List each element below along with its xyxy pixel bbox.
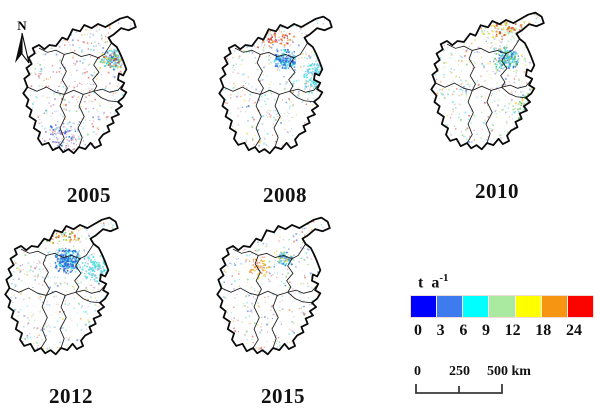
legend-class-label: 12 — [504, 322, 521, 339]
legend-class-swatch — [463, 296, 489, 317]
province-border — [221, 287, 288, 296]
map-year-label: 2012 — [49, 384, 93, 408]
province-border — [93, 90, 118, 103]
province-border — [60, 54, 68, 95]
province-border — [501, 86, 526, 99]
province-border — [77, 94, 85, 148]
map-year-label: 2010 — [475, 179, 519, 203]
map-2015 — [216, 216, 331, 356]
legend-unit-exponent: -1 — [439, 272, 449, 284]
legend: t a-1 0 3 6 9 12 18 24 — [410, 272, 600, 340]
province-border — [234, 42, 308, 59]
province-border — [9, 287, 76, 296]
province-border — [93, 82, 125, 93]
province-border — [466, 90, 474, 144]
map-panel-2005: 2005 — [18, 13, 160, 208]
legend-unit-t: t — [418, 274, 424, 292]
province-border — [38, 42, 112, 59]
province-border — [223, 86, 290, 95]
province-border — [75, 291, 100, 304]
province-border — [288, 57, 296, 92]
region-outline — [4, 216, 119, 356]
region-outline — [218, 15, 333, 155]
province-border — [252, 295, 260, 349]
legend-class-swatch — [489, 296, 515, 317]
legend-class-label: 0 — [414, 322, 422, 339]
province-border — [289, 82, 321, 93]
province-border — [40, 295, 48, 349]
province-border — [58, 94, 66, 148]
map-year-label: 2015 — [261, 384, 305, 408]
province-border — [287, 291, 312, 304]
scale-bar-middle-label: 250 — [449, 364, 470, 379]
province-border — [42, 255, 50, 296]
north-arrow-label: N — [17, 18, 27, 33]
region-outline — [430, 11, 545, 151]
province-border — [254, 255, 262, 296]
province-border — [485, 90, 493, 144]
province-border — [271, 295, 279, 349]
legend-class-swatch — [437, 296, 463, 317]
map-panel-2012: 2012 — [0, 214, 142, 409]
province-border — [59, 295, 67, 349]
map-2012 — [4, 216, 119, 356]
legend-class-swatch — [411, 296, 437, 317]
province-border — [20, 243, 94, 260]
region-outline — [22, 15, 137, 155]
province-border — [74, 258, 82, 293]
province-border — [232, 243, 306, 260]
province-border — [446, 38, 520, 55]
legend-class-swatch — [567, 296, 593, 317]
legend-class-swatch — [515, 296, 541, 317]
scale-bar: 0 250 500 km — [410, 364, 600, 404]
map-year-label: 2008 — [263, 183, 307, 207]
scale-bar-end-label: 500 km — [487, 364, 531, 379]
map-2005 — [22, 15, 137, 155]
province-border — [468, 50, 476, 91]
map-year-label: 2005 — [67, 183, 111, 207]
legend-color-bar — [410, 295, 594, 318]
legend-unit-label: t a-1 — [418, 272, 600, 292]
province-border — [286, 258, 294, 293]
map-panel-2008: 2008 — [214, 13, 356, 208]
province-border — [254, 94, 262, 148]
north-arrow: N — [8, 16, 36, 68]
north-arrow-right-blade — [21, 32, 30, 64]
map-2010 — [430, 11, 545, 151]
region-outline — [216, 216, 331, 356]
map-panel-2015: 2015 — [212, 214, 354, 409]
legend-class-label: 6 — [459, 322, 468, 339]
legend-class-swatch — [541, 296, 567, 317]
legend-class-label: 3 — [436, 322, 445, 339]
province-border — [273, 94, 281, 148]
legend-class-label: 24 — [565, 322, 582, 339]
province-border — [256, 54, 264, 95]
north-arrow-left-blade — [15, 33, 22, 63]
north-arrow-icon: N — [15, 18, 30, 64]
province-border — [287, 283, 319, 294]
province-border — [92, 57, 100, 92]
province-border — [75, 283, 107, 294]
province-border — [501, 78, 533, 89]
map-2008 — [218, 15, 333, 155]
legend-class-label: 9 — [481, 322, 490, 339]
province-border — [435, 82, 502, 91]
province-border — [289, 90, 314, 103]
map-panel-2010: 2010 — [426, 9, 568, 204]
legend-class-labels: 0 3 6 9 12 18 24 — [414, 322, 582, 340]
legend-class-label: 18 — [535, 322, 552, 339]
province-border — [27, 86, 94, 95]
province-border — [500, 53, 508, 88]
legend-unit-a: a — [431, 274, 440, 292]
scale-bar-start-label: 0 — [414, 364, 421, 379]
scale-bar-rule — [415, 384, 503, 394]
